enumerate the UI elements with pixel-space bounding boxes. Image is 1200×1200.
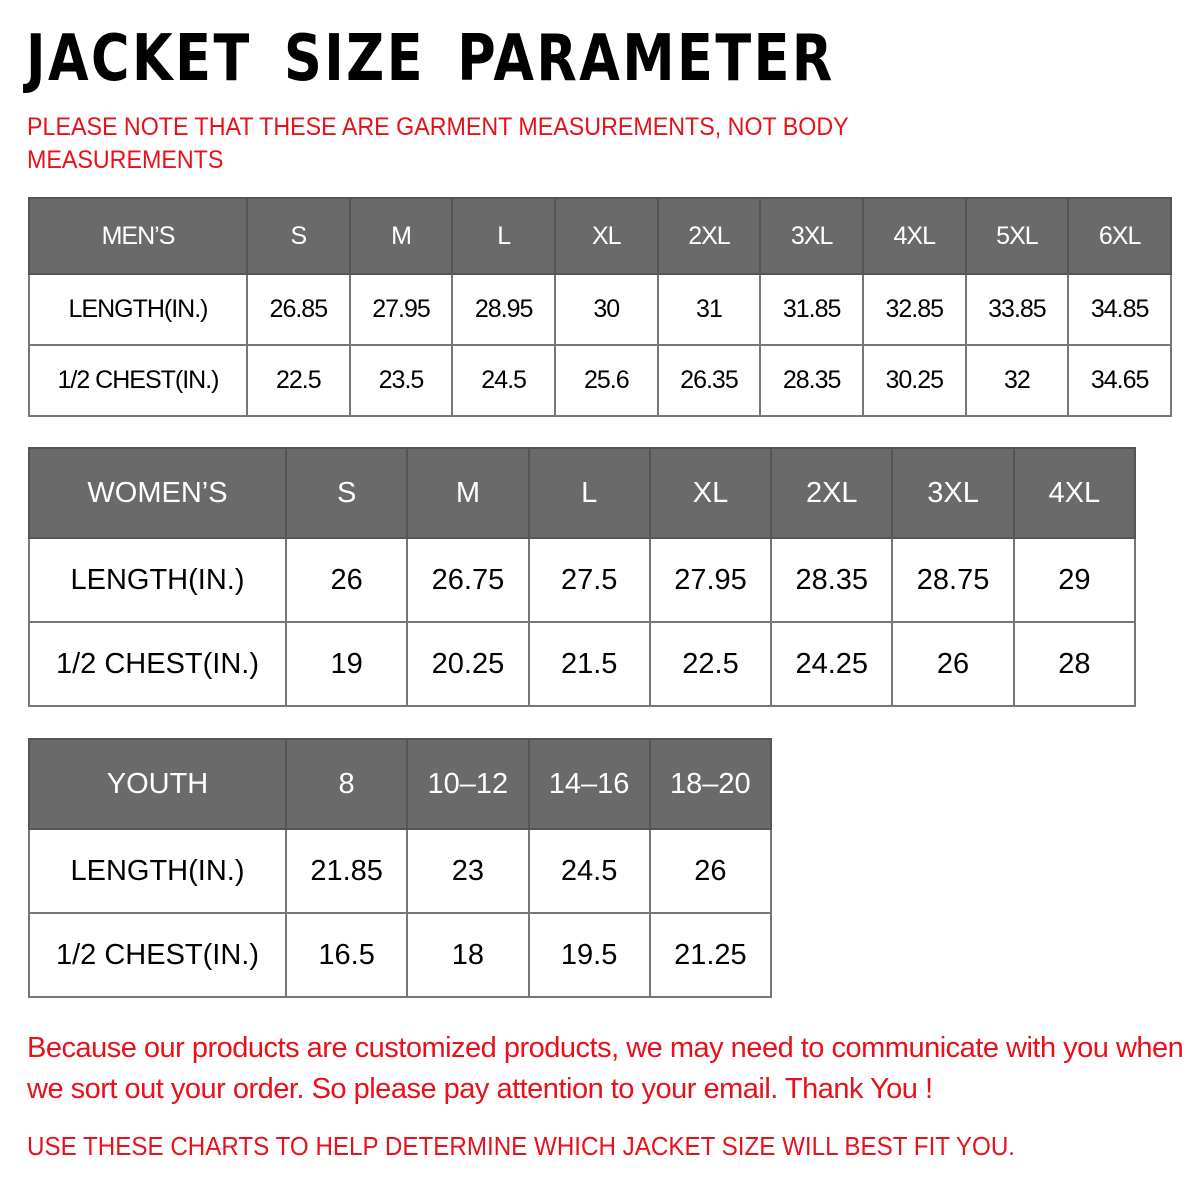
measurement-value: 21.85: [284, 828, 409, 914]
measurement-value: 19: [284, 621, 409, 707]
size-header: 2XL: [770, 447, 894, 539]
measurement-value: 28.35: [759, 344, 864, 417]
measurement-value: 21.5: [527, 621, 651, 707]
category-header: YOUTH: [28, 738, 287, 830]
youth-size-table: YOUTH 8 10–12 14–16 18–20 LENGTH(IN.) 21.85 23 2…: [28, 738, 773, 998]
size-header: S: [284, 447, 409, 539]
table-row: LENGTH(IN.) 26.85 27.95 28.95 30 31 31.85 32.85…: [28, 273, 1172, 346]
measurement-value: 24.5: [527, 828, 651, 914]
measurement-value: 28.75: [891, 537, 1015, 623]
size-header: L: [527, 447, 651, 539]
measurement-label: 1/2 CHEST(IN.): [28, 344, 248, 417]
size-header: 2XL: [656, 197, 762, 275]
measurement-value: 24.25: [770, 621, 894, 707]
table-row: 1/2 CHEST(IN.) 16.5 18 19.5 21.25: [28, 912, 773, 998]
measurement-value: 30: [553, 273, 659, 346]
measurement-value: 29: [1012, 537, 1137, 623]
measurement-value: 32: [964, 344, 1070, 417]
size-header: 3XL: [759, 197, 864, 275]
measurement-value: 22.5: [648, 621, 773, 707]
measurement-label: 1/2 CHEST(IN.): [28, 912, 287, 998]
measurement-value: 34.85: [1067, 273, 1172, 346]
table-row: LENGTH(IN.) 21.85 23 24.5 26: [28, 828, 773, 914]
measurement-value: 28: [1012, 621, 1137, 707]
measurement-label: LENGTH(IN.): [28, 828, 287, 914]
size-header: 14–16: [527, 738, 651, 830]
table-header-row: WOMEN’S S M L XL 2XL 3XL 4XL: [28, 447, 1137, 539]
size-header: 3XL: [891, 447, 1015, 539]
size-header: XL: [553, 197, 659, 275]
measurement-value: 26: [648, 828, 773, 914]
measurement-value: 30.25: [861, 344, 967, 417]
measurement-value: 20.25: [406, 621, 530, 707]
measurement-label: LENGTH(IN.): [28, 273, 248, 346]
page-title: JACKET SIZE PARAMETER: [26, 22, 835, 96]
measurement-value: 33.85: [964, 273, 1070, 346]
men-size-table: MEN’S S M L XL 2XL 3XL 4XL 5XL 6XL LENGTH(IN.) 26.8…: [28, 197, 1172, 417]
measurement-value: 26.35: [656, 344, 762, 417]
table-row: LENGTH(IN.) 26 26.75 27.5 27.95 28.35 28.75 29: [28, 537, 1137, 623]
size-header: 10–12: [406, 738, 530, 830]
measurement-value: 31: [656, 273, 762, 346]
measurement-value: 23: [406, 828, 530, 914]
measurement-label: LENGTH(IN.): [28, 537, 287, 623]
measurement-value: 32.85: [861, 273, 967, 346]
measurement-value: 27.5: [527, 537, 651, 623]
customization-message: Because our products are customized prod…: [27, 1032, 1184, 1105]
size-header: 4XL: [1012, 447, 1137, 539]
measurement-value: 21.25: [648, 912, 773, 998]
size-instruction: USE THESE CHARTS TO HELP DETERMINE WHICH…: [27, 1131, 1016, 1161]
size-header: L: [451, 197, 556, 275]
size-header: 4XL: [861, 197, 967, 275]
size-header: 8: [284, 738, 409, 830]
measurement-value: 16.5: [284, 912, 409, 998]
table-row: 1/2 CHEST(IN.) 22.5 23.5 24.5 25.6 26.35 28.35…: [28, 344, 1172, 417]
measurement-value: 26.85: [246, 273, 351, 346]
measurement-value: 27.95: [348, 273, 454, 346]
table-header-row: YOUTH 8 10–12 14–16 18–20: [28, 738, 773, 830]
measurement-value: 25.6: [553, 344, 659, 417]
measurement-value: 34.65: [1067, 344, 1172, 417]
measurement-value: 19.5: [527, 912, 651, 998]
measurement-value: 23.5: [348, 344, 454, 417]
category-header: MEN’S: [28, 197, 248, 275]
measurement-value: 22.5: [246, 344, 351, 417]
measurement-value: 24.5: [451, 344, 556, 417]
measurement-label: 1/2 CHEST(IN.): [28, 621, 287, 707]
table-header-row: MEN’S S M L XL 2XL 3XL 4XL 5XL 6XL: [28, 197, 1172, 275]
size-header: 6XL: [1067, 197, 1172, 275]
table-row: 1/2 CHEST(IN.) 19 20.25 21.5 22.5 24.25 26 28: [28, 621, 1137, 707]
measurement-value: 26.75: [406, 537, 530, 623]
size-header: 5XL: [964, 197, 1070, 275]
size-header: M: [348, 197, 454, 275]
size-header: XL: [648, 447, 773, 539]
measurement-note: PLEASE NOTE THAT THESE ARE GARMENT MEASU…: [27, 113, 849, 174]
measurement-value: 26: [284, 537, 409, 623]
measurement-value: 27.95: [648, 537, 773, 623]
measurement-value: 31.85: [759, 273, 864, 346]
measurement-value: 18: [406, 912, 530, 998]
measurement-value: 28.35: [770, 537, 894, 623]
size-header: S: [246, 197, 351, 275]
women-size-table: WOMEN’S S M L XL 2XL 3XL 4XL LENGTH(IN.) 26 26.75 2…: [28, 447, 1137, 707]
measurement-value: 28.95: [451, 273, 556, 346]
size-header: M: [406, 447, 530, 539]
category-header: WOMEN’S: [28, 447, 287, 539]
measurement-value: 26: [891, 621, 1015, 707]
size-header: 18–20: [648, 738, 773, 830]
